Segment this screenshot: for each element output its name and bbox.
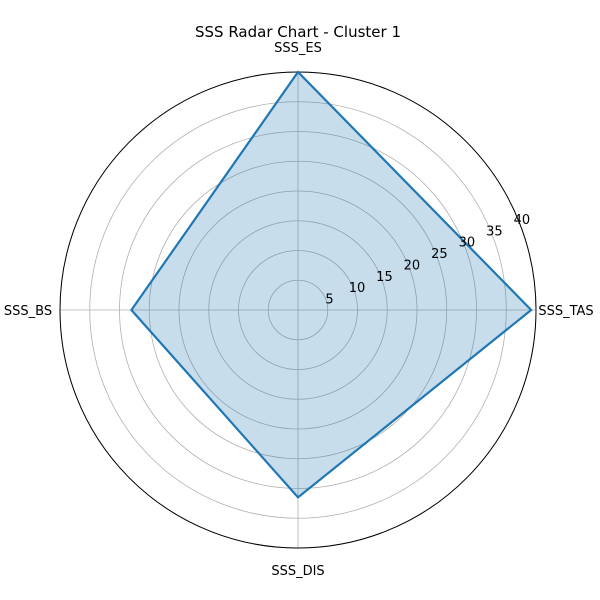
category-label-sss-bs: SSS_BS [4, 304, 52, 319]
series-layer [130, 70, 533, 499]
r-tick-label: 15 [376, 270, 393, 285]
r-tick-label: 20 [404, 258, 421, 273]
r-tick-label: 25 [431, 247, 448, 262]
r-tick-label: 30 [459, 236, 476, 251]
series-area [131, 72, 532, 498]
category-label-sss-tas: SSS_TAS [538, 304, 593, 319]
r-tick-label: 5 [325, 293, 333, 308]
r-tick-label: 35 [486, 224, 503, 239]
category-label-sss-es: SSS_ES [274, 41, 322, 56]
r-tick-label: 10 [349, 281, 366, 296]
radial-tick-labels: 5 10 15 20 25 30 35 40 [325, 213, 530, 308]
r-tick-label: 40 [514, 213, 531, 228]
chart-title: SSS Radar Chart - Cluster 1 [195, 23, 401, 41]
category-labels: SSS_TAS SSS_ES SSS_BS SSS_DIS [4, 41, 594, 579]
category-label-sss-dis: SSS_DIS [271, 564, 324, 579]
